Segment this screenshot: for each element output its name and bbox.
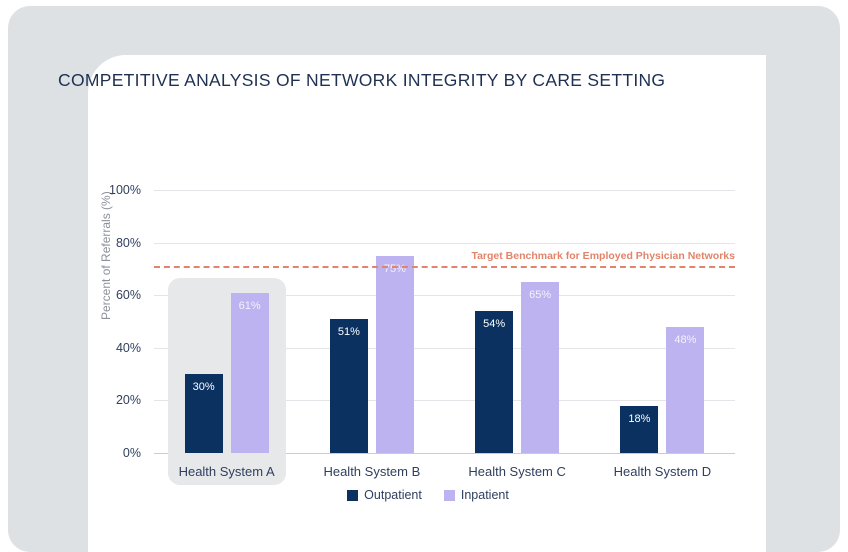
x-axis-category-label: Health System A [178, 464, 275, 479]
bar-inpatient-3[interactable]: 65% [521, 282, 560, 453]
x-axis-category-label: Health System D [613, 464, 712, 479]
bar-outpatient-4[interactable]: 18% [620, 405, 659, 453]
y-axis-title: Percent of Referrals (%) [99, 191, 113, 320]
gridline [154, 190, 735, 191]
y-axis-tick-label: 100% [109, 183, 141, 197]
benchmark-threshold-label: Target Benchmark for Employed Physician … [471, 250, 735, 263]
bar-value-label: 75% [383, 262, 406, 275]
legend-label: Outpatient [364, 488, 422, 502]
bar-outpatient-2[interactable]: 51% [329, 318, 368, 453]
y-axis-tick-label: 0% [122, 446, 141, 460]
y-axis-tick-label: 20% [115, 393, 141, 408]
bar-value-label: 51% [337, 325, 360, 338]
legend-item-inpatient[interactable]: Inpatient [443, 488, 509, 502]
x-axis-category-label: Health System B [323, 464, 421, 479]
bar-outpatient-1[interactable]: 30% [184, 374, 223, 453]
bar-value-label: 30% [192, 381, 215, 394]
bar-value-label: 61% [238, 299, 261, 312]
gridline [154, 242, 735, 244]
x-axis-category-label: Health System C [468, 464, 566, 479]
gridline [154, 295, 735, 297]
legend-swatch-icon [443, 489, 455, 501]
legend-item-outpatient[interactable]: Outpatient [347, 488, 422, 502]
chart-title: COMPETITIVE ANALYSIS OF NETWORK INTEGRIT… [58, 70, 666, 90]
benchmark-threshold-line [154, 266, 735, 269]
bar-value-label: 65% [529, 289, 552, 302]
bar-inpatient-1[interactable]: 61% [230, 292, 269, 453]
gridline [154, 400, 735, 402]
x-axis-line [154, 453, 735, 454]
bar-inpatient-4[interactable]: 48% [666, 326, 705, 453]
gridline [154, 347, 735, 349]
y-axis-tick-label: 40% [115, 340, 141, 355]
bar-value-label: 18% [628, 412, 651, 425]
y-axis-tick-label: 60% [115, 288, 141, 303]
bar-value-label: 48% [674, 333, 697, 346]
legend-swatch-icon [347, 489, 359, 501]
chart-legend: Outpatient Inpatient [0, 488, 848, 502]
y-axis-tick-label: 80% [115, 235, 141, 250]
bar-outpatient-3[interactable]: 54% [475, 310, 514, 453]
bar-inpatient-2[interactable]: 75% [375, 255, 414, 453]
plot-area: 0% 20% 40% 60% 80% 100% 30% 61% Health System A 5… [109, 183, 735, 485]
legend-label: Inpatient [460, 488, 509, 502]
bar-value-label: 54% [483, 317, 506, 330]
